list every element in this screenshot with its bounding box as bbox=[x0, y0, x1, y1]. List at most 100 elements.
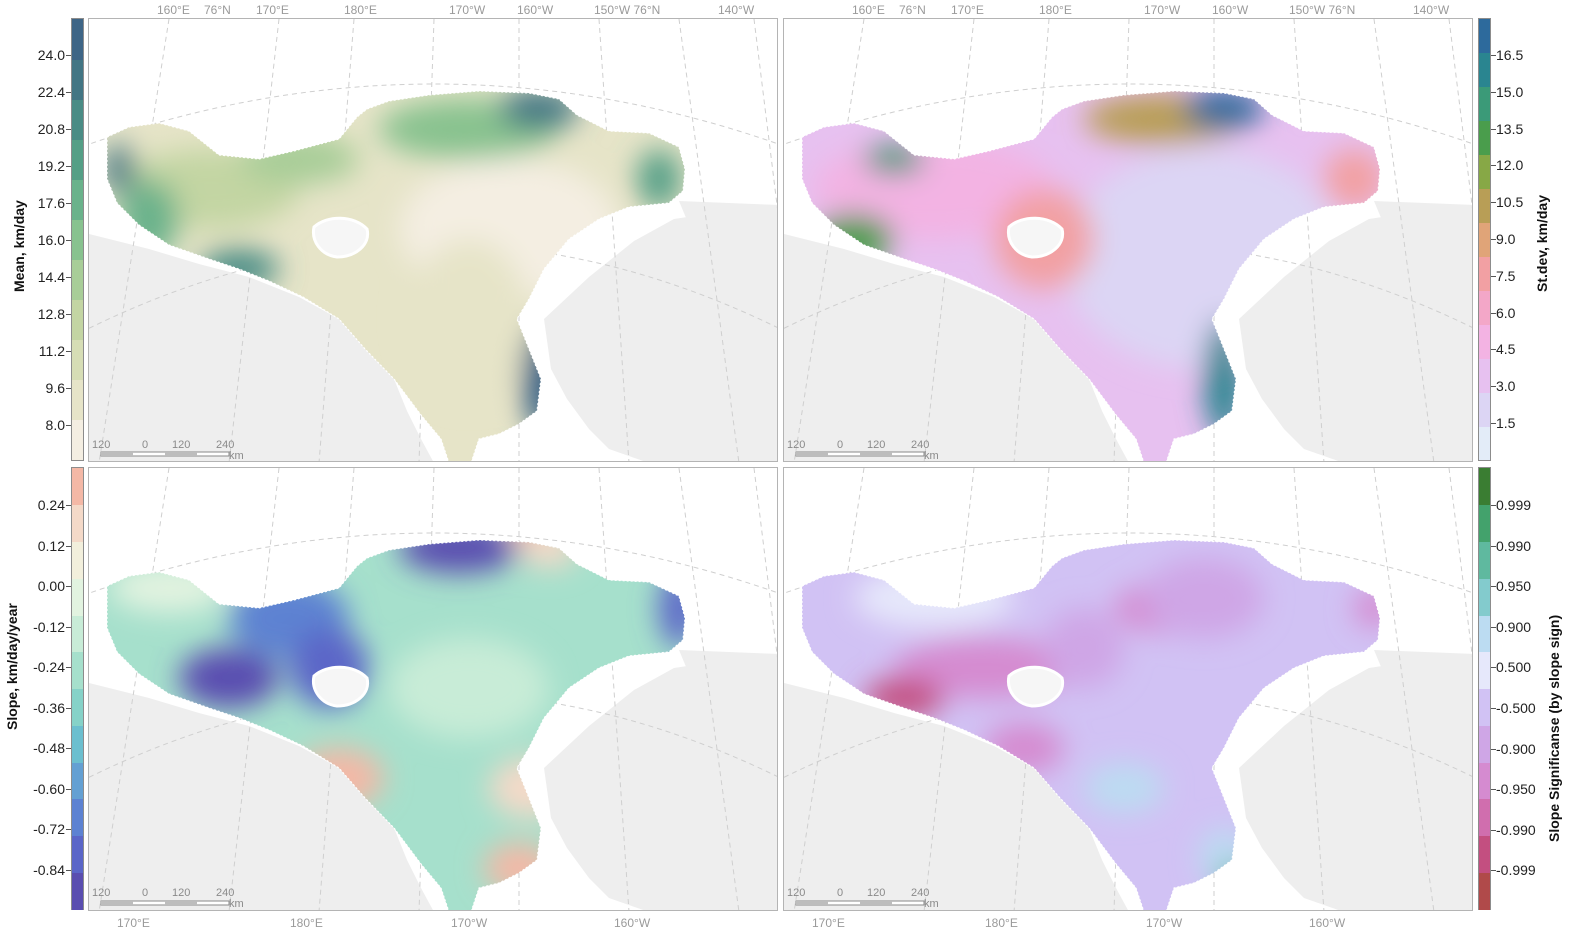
land-layer bbox=[89, 650, 777, 910]
ice-edge bbox=[106, 539, 686, 910]
island bbox=[311, 665, 370, 708]
colorbar-segment bbox=[1479, 872, 1490, 910]
colorbar-tick-label: 9.6 bbox=[45, 380, 65, 396]
colorbar-tick-label: 10.5 bbox=[1496, 194, 1524, 211]
colorbar-tick-mark bbox=[66, 707, 71, 709]
colorbar-segment bbox=[72, 99, 83, 140]
coord-label: 160°E bbox=[852, 3, 885, 17]
colorbar-tick-label: 8.0 bbox=[45, 417, 65, 433]
colorbar-tick-mark bbox=[1491, 91, 1496, 93]
colorbar-tick-mark bbox=[1491, 667, 1496, 669]
colorbar-tick-mark bbox=[66, 203, 71, 204]
colorbar-tick-mark bbox=[66, 748, 71, 749]
colorbar-tick-mark bbox=[66, 545, 71, 547]
colorbar-segment bbox=[1479, 392, 1490, 427]
coord-label: 170°W bbox=[1144, 3, 1181, 17]
colorbar-tick-mark bbox=[1491, 748, 1496, 750]
coord-label: 140°W bbox=[1413, 3, 1450, 17]
coord-label: 140°W bbox=[718, 3, 755, 17]
colorbar-segment bbox=[72, 835, 83, 873]
colorbar-tick-mark bbox=[1491, 275, 1496, 277]
colorbar-tick-label: -0.72 bbox=[33, 821, 65, 837]
colorbar-tick-mark bbox=[1491, 586, 1496, 588]
colorbar-tick-mark bbox=[1491, 870, 1496, 872]
island bbox=[1006, 665, 1065, 708]
colorbar-tick-mark bbox=[1491, 505, 1496, 506]
colorbar-tick-label: 4.5 bbox=[1496, 341, 1516, 358]
colorbar-segment bbox=[72, 139, 83, 180]
colorbar-tick-mark bbox=[1491, 128, 1496, 130]
colorbar-segment bbox=[72, 219, 83, 261]
colorbar-tick-label: 16.5 bbox=[1496, 47, 1524, 63]
colorbar-segment bbox=[1479, 651, 1490, 689]
coord-label: 170°E bbox=[812, 916, 845, 930]
stdev-colorbar-title: St.dev, km/day bbox=[1534, 194, 1550, 292]
colorbar-tick-mark bbox=[1491, 239, 1496, 240]
coord-label: 76°N bbox=[204, 3, 231, 17]
colorbar-tick-label: 0.950 bbox=[1496, 578, 1532, 595]
colorbar-segment bbox=[1479, 835, 1490, 873]
colorbar-tick-label: 6.0 bbox=[1496, 304, 1516, 321]
colorbar-tick-mark bbox=[66, 626, 71, 628]
colorbar-tick-mark bbox=[1491, 545, 1496, 547]
colorbar-tick-label: 24.0 bbox=[37, 47, 65, 63]
colorbar-tick-mark bbox=[1491, 423, 1496, 424]
colorbar-tick-mark bbox=[1491, 386, 1496, 388]
colorbar-tick-label: -0.999 bbox=[1496, 862, 1536, 879]
colorbar-segment bbox=[72, 651, 83, 689]
colorbar-segment bbox=[1479, 468, 1490, 506]
colorbar-segment bbox=[72, 19, 83, 60]
colorbar-segment bbox=[1479, 222, 1490, 257]
colorbar-segment bbox=[1479, 725, 1490, 763]
coord-label: 180°E bbox=[985, 916, 1018, 930]
colorbar-tick-mark bbox=[1491, 789, 1496, 791]
coord-label: 160°W bbox=[517, 3, 554, 17]
colorbar-segment bbox=[1479, 154, 1490, 190]
mean-colorbar bbox=[71, 18, 84, 461]
colorbar-tick-mark bbox=[1491, 349, 1496, 351]
colorbar-tick-label: 20.8 bbox=[37, 121, 65, 137]
colorbar-tick-label: 11.2 bbox=[38, 343, 65, 359]
colorbar-tick-label: 0.24 bbox=[37, 497, 65, 513]
coord-label: 180°E bbox=[290, 916, 323, 930]
colorbar-segment bbox=[72, 688, 83, 726]
colorbar-tick-label: 17.6 bbox=[37, 195, 65, 211]
island bbox=[311, 216, 370, 259]
colorbar-segment bbox=[1479, 426, 1490, 461]
stdev-colorbar bbox=[1478, 18, 1491, 461]
signif-map-panel bbox=[783, 467, 1473, 911]
colorbar-tick-label: -0.36 bbox=[33, 699, 65, 716]
colorbar-segment bbox=[1479, 120, 1490, 156]
coord-label: 160°W bbox=[614, 916, 651, 930]
ice-edge bbox=[801, 539, 1381, 910]
coord-label: 170°E bbox=[951, 3, 984, 17]
colorbar-segment bbox=[1479, 19, 1490, 54]
colorbar-tick-mark bbox=[66, 788, 71, 790]
colorbar-tick-mark bbox=[66, 869, 71, 871]
colorbar-segment bbox=[72, 872, 83, 910]
coord-label: 160°E bbox=[157, 3, 190, 17]
signif-colorbar bbox=[1478, 467, 1491, 910]
colorbar-tick-mark bbox=[1491, 829, 1496, 831]
colorbar-tick-mark bbox=[1491, 165, 1496, 167]
colorbar-tick-label: 13.5 bbox=[1496, 120, 1524, 137]
colorbar-segment bbox=[72, 468, 83, 506]
colorbar-tick-mark bbox=[66, 505, 71, 506]
signif-colorbar-title: Slope Significanse (by slope sign) bbox=[1546, 614, 1562, 842]
colorbar-tick-label: 3.0 bbox=[1496, 378, 1516, 395]
colorbar-tick-label: 16.0 bbox=[37, 232, 65, 248]
slope-colorbar bbox=[71, 467, 84, 910]
colorbar-segment bbox=[1479, 290, 1490, 325]
colorbar-segment bbox=[1479, 578, 1490, 616]
slope-map-panel bbox=[88, 467, 778, 911]
colorbar-segment bbox=[72, 379, 83, 421]
colorbar-tick-label: -0.84 bbox=[33, 861, 65, 878]
coord-label: 150°W 76°N bbox=[1289, 3, 1356, 17]
colorbar-segment bbox=[1479, 52, 1490, 88]
colorbar-tick-label: -0.60 bbox=[33, 780, 65, 797]
ice-edge bbox=[801, 90, 1381, 461]
colorbar-segment bbox=[72, 798, 83, 836]
coord-label: 180°E bbox=[1039, 3, 1072, 17]
coord-label: 170°W bbox=[451, 916, 488, 930]
colorbar-tick-mark bbox=[1491, 626, 1496, 628]
